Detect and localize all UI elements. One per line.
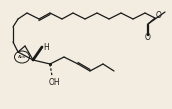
Text: H: H	[43, 43, 49, 51]
Text: O: O	[145, 32, 151, 42]
Text: OH: OH	[48, 77, 60, 87]
Text: Abs: Abs	[18, 55, 26, 59]
Text: O: O	[156, 12, 162, 20]
